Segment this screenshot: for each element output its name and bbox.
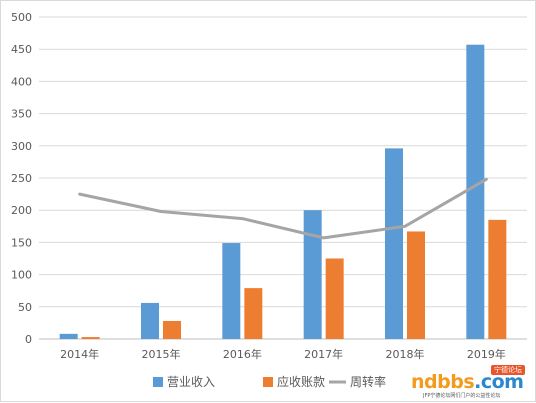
x-tick-label: 2018年: [386, 347, 425, 361]
y-tick-label: 100: [11, 269, 32, 282]
x-tick-label: 2017年: [304, 347, 343, 361]
y-tick-label: 400: [11, 75, 32, 88]
x-tick-label: 2014年: [60, 347, 99, 361]
legend-swatch: [263, 377, 273, 387]
legend: 营业收入 应收账款 周转率: [153, 374, 386, 389]
line-series: [78, 177, 488, 240]
site-watermark-logo: 宁德论坛 ndbbs.com JFP宁德论坛网们门户的公益性论坛: [409, 365, 527, 399]
y-tick-label: 350: [11, 108, 32, 121]
bars: [59, 44, 507, 339]
bar-receivables: [163, 320, 181, 339]
x-tick-label: 2019年: [467, 347, 506, 361]
y-tick-label: 500: [11, 11, 32, 24]
bar-revenue: [222, 243, 241, 339]
y-tick-label: 200: [11, 204, 32, 217]
watermark-tag: 宁德论坛: [491, 365, 525, 375]
bar-receivables: [488, 219, 507, 339]
bar-receivables: [81, 337, 100, 339]
y-tick-label: 0: [25, 333, 32, 346]
y-axis-ticks: 0 50 100 150 200 250 300 350 400 450 500: [11, 11, 32, 346]
bar-revenue: [385, 148, 403, 339]
bar-revenue: [59, 333, 78, 339]
y-tick-label: 150: [11, 236, 32, 249]
watermark-word-a: ndbbs: [411, 371, 475, 393]
bar-revenue: [303, 210, 322, 339]
watermark-text: ndbbs.com: [411, 371, 524, 393]
y-tick-label: 300: [11, 140, 32, 153]
bar-revenue: [141, 302, 159, 339]
y-tick-label: 250: [11, 172, 32, 185]
bar-revenue: [466, 44, 485, 339]
bar-receivables: [325, 258, 344, 339]
turnover-rate-line: [78, 177, 488, 240]
watermark-subtitle: JFP宁德论坛网们门户的公益性论坛: [423, 393, 501, 399]
x-tick-label: 2015年: [142, 347, 181, 361]
gridlines: [39, 16, 527, 340]
legend-swatch: [153, 377, 163, 387]
bar-receivables: [407, 231, 425, 339]
legend-label: 周转率: [350, 374, 386, 389]
y-tick-label: 50: [18, 301, 32, 314]
bar-receivables: [244, 288, 263, 339]
legend-label: 营业收入: [167, 375, 215, 389]
watermark-word-b: .com: [474, 371, 524, 393]
x-tick-label: 2016年: [223, 347, 262, 361]
legend-label: 应收账款: [277, 374, 325, 389]
y-tick-label: 450: [11, 43, 32, 56]
x-axis-ticks: 2014年 2015年 2016年 2017年 2018年 2019年: [60, 347, 506, 361]
